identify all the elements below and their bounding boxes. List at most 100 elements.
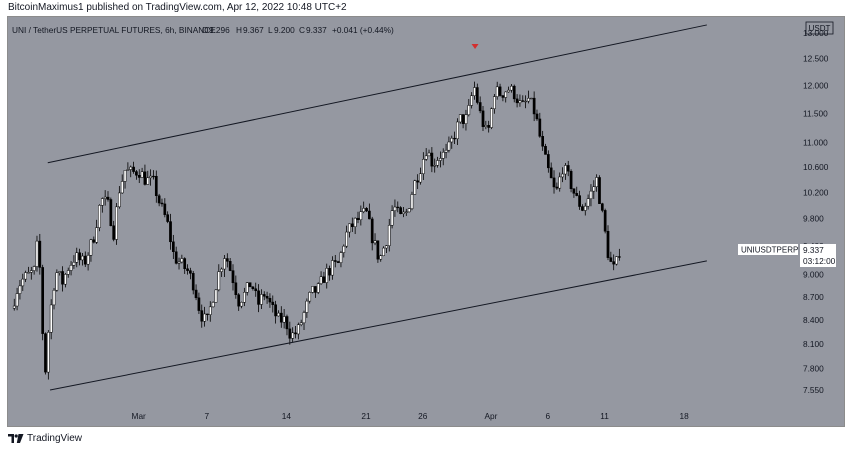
candle-body — [282, 316, 286, 323]
candle — [427, 149, 431, 157]
candle-body — [64, 274, 67, 285]
candle — [376, 240, 380, 263]
price-tag-box — [800, 244, 836, 267]
candle-body — [362, 208, 366, 212]
candle-body — [416, 180, 420, 183]
candle — [100, 197, 104, 213]
candle — [268, 293, 272, 308]
candle — [430, 147, 434, 173]
candle-body — [606, 230, 610, 258]
candle — [566, 160, 570, 177]
candle — [461, 114, 465, 129]
tradingview-logo[interactable]: TradingView — [8, 433, 82, 444]
candle-body — [208, 306, 212, 315]
candle — [58, 271, 62, 276]
candle-body — [592, 186, 596, 192]
candle — [234, 275, 238, 299]
candle — [86, 252, 90, 271]
candle — [191, 270, 195, 295]
candle-body — [140, 171, 144, 178]
candle — [387, 218, 391, 252]
candle — [424, 148, 428, 161]
candle-body — [83, 255, 87, 265]
candle — [558, 172, 562, 192]
publisher-info: BitcoinMaximus1 published on TradingView… — [8, 2, 347, 13]
candle — [478, 96, 482, 114]
candle — [299, 319, 303, 327]
candle — [356, 211, 360, 224]
candle — [532, 91, 536, 122]
candle-body — [112, 225, 116, 240]
candle-body — [296, 324, 300, 335]
candle-body — [586, 198, 590, 207]
candle — [493, 93, 496, 114]
candle-body — [450, 137, 454, 143]
candle-body — [186, 268, 189, 271]
candle-body — [390, 210, 394, 226]
candle-body — [368, 210, 371, 220]
candle — [524, 95, 527, 109]
candle-body — [572, 188, 576, 194]
candle — [163, 198, 167, 218]
candle-body — [129, 166, 133, 170]
candle — [458, 114, 462, 124]
candle-body — [69, 265, 73, 271]
candle — [271, 295, 275, 313]
candle — [515, 94, 519, 108]
channel-upper-line[interactable] — [47, 24, 707, 164]
time-axis[interactable]: Mar 7 14 21 26 Apr 6 11 18 — [132, 411, 690, 421]
price-axis[interactable]: 13.000 12.500 12.000 11.500 11.000 10.600 10.2… — [803, 28, 829, 395]
candle-body — [549, 167, 553, 179]
candle — [490, 107, 493, 130]
candle — [115, 202, 118, 245]
price-axis-label: 8.700 — [803, 292, 824, 302]
candle-body — [498, 86, 502, 96]
candle — [197, 292, 201, 314]
candle — [581, 204, 584, 212]
candle-body — [595, 177, 598, 188]
candle-body — [546, 154, 550, 169]
candle — [512, 84, 516, 103]
legend-symbol[interactable]: UNI / TetherUS PERPETUAL FUTURES, 6h, BI… — [12, 25, 216, 35]
candle — [46, 329, 50, 380]
candle — [262, 291, 266, 301]
candle — [206, 313, 209, 321]
legend-ohlc: O 9.296 H 9.367 L 9.200 C 9.337 +0.041 (… — [202, 25, 394, 35]
candle — [123, 170, 127, 189]
candle-body — [174, 251, 178, 264]
candle-body — [379, 255, 383, 260]
candle-body — [291, 332, 295, 339]
candle-body — [223, 258, 226, 270]
candle — [339, 250, 343, 268]
candle — [487, 120, 491, 133]
candle-body — [578, 195, 581, 207]
candle-body — [15, 293, 19, 307]
candle-body — [288, 328, 292, 339]
candle-body — [154, 175, 158, 196]
chart-frame[interactable] — [7, 16, 845, 427]
candle — [555, 182, 559, 190]
candle — [228, 258, 232, 272]
candle-body — [194, 289, 198, 299]
channel-lower-line[interactable] — [49, 260, 707, 391]
candle-body — [308, 292, 312, 302]
candle-body — [78, 252, 81, 261]
candle — [72, 255, 76, 269]
candle — [223, 254, 226, 277]
candle-body — [436, 160, 439, 166]
candle — [561, 167, 564, 183]
candle-body — [603, 210, 607, 232]
candle-body — [152, 175, 155, 178]
candle — [456, 118, 459, 146]
candle — [348, 223, 351, 238]
candle-body — [512, 85, 516, 100]
candle-body — [217, 271, 221, 291]
candle-body — [419, 173, 422, 183]
candle — [311, 286, 314, 294]
candle-body — [325, 268, 329, 283]
candle — [248, 282, 252, 288]
candle — [274, 300, 277, 324]
candle — [257, 284, 260, 313]
currency-badge[interactable]: USDT — [805, 21, 834, 35]
